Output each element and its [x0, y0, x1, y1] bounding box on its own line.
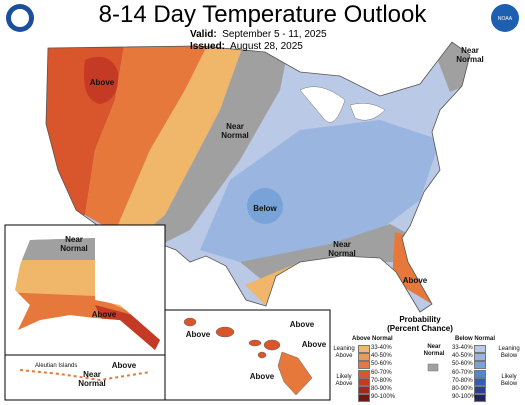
legend-range: 90-100% [452, 394, 477, 401]
noaa-logo-text: NOAA [498, 16, 513, 22]
legend-range: 60-70% [371, 369, 392, 376]
map-label: Above [301, 340, 327, 349]
legend-swatch [358, 369, 370, 378]
legend-swatch [474, 361, 486, 370]
map-label: Above [185, 330, 211, 339]
legend-swatch [358, 377, 370, 386]
legend-swatch [474, 394, 486, 403]
map-label: Near Normal [60, 235, 88, 253]
legend-heading: Near Normal [423, 344, 445, 357]
legend-range: 80-90% [452, 386, 473, 392]
legend-range: 33-40% [371, 345, 392, 351]
legend-range: 40-50% [371, 353, 392, 360]
map-label: Above [91, 310, 117, 319]
legend-note: Likely Below [500, 374, 518, 387]
legend-range: 50-60% [371, 361, 392, 368]
doc-logo-inner [11, 9, 29, 27]
legend-swatch [358, 353, 370, 362]
map-label: Near Normal [328, 240, 356, 258]
valid-label: Valid: [190, 29, 217, 40]
legend-range: 90-100% [371, 394, 396, 401]
legend-swatch [474, 345, 486, 353]
title: 8-14 Day Temperature Outlook [98, 1, 427, 28]
legend-heading: Above Normal [352, 336, 393, 342]
legend-swatch [358, 345, 370, 353]
legend-swatch [358, 394, 370, 403]
legend-range: 50-60% [452, 361, 473, 368]
legend-range: 33-40% [452, 345, 473, 351]
aleutian-title: Aleutian Islands [35, 363, 78, 369]
legend-title: Probability (Percent Chance) [360, 315, 480, 333]
map-label: Above [249, 372, 275, 381]
legend-note: Likely Above [335, 374, 353, 387]
issued: Issued: August 28, 2025 [190, 41, 303, 52]
map-label: Near Normal [456, 46, 484, 64]
map-label: Below [253, 204, 277, 213]
map-label: Above [89, 78, 115, 87]
legend-swatch [358, 361, 370, 370]
legend-swatch [474, 353, 486, 362]
map-label: Above [289, 320, 315, 329]
great-lakes [299, 86, 386, 123]
legend-heading: Below Normal [455, 336, 496, 342]
legend-range: 70-80% [371, 377, 392, 384]
legend-swatch [474, 369, 486, 378]
legend-title-main: Probability [399, 315, 441, 324]
noaa-logo [491, 4, 519, 32]
legend-range: 70-80% [452, 377, 473, 384]
valid-dates: September 5 - 11, 2025 [222, 29, 327, 40]
legend-swatch [474, 386, 486, 394]
valid: Valid: September 5 - 11, 2025 [190, 29, 327, 40]
legend-subtitle: (Percent Chance) [387, 324, 453, 333]
issued-label: Issued: [190, 41, 226, 52]
map-label: Near Normal [221, 122, 249, 140]
map-label: Above [402, 276, 428, 285]
issued-date: August 28, 2025 [230, 41, 303, 52]
near-swatch [427, 363, 439, 372]
legend-swatch [474, 377, 486, 386]
map-label: Above [111, 361, 137, 370]
legend-swatch [358, 386, 370, 394]
legend-note: Leaning Above [333, 346, 355, 359]
aleutian-islands [19, 369, 151, 382]
legend-note: Leaning Below [498, 346, 520, 359]
legend-range: 80-90% [371, 386, 392, 392]
legend-range: 60-70% [452, 369, 473, 376]
hawaii [183, 317, 313, 396]
map-label: Near Normal [78, 370, 106, 388]
legend-range: 40-50% [452, 353, 473, 360]
